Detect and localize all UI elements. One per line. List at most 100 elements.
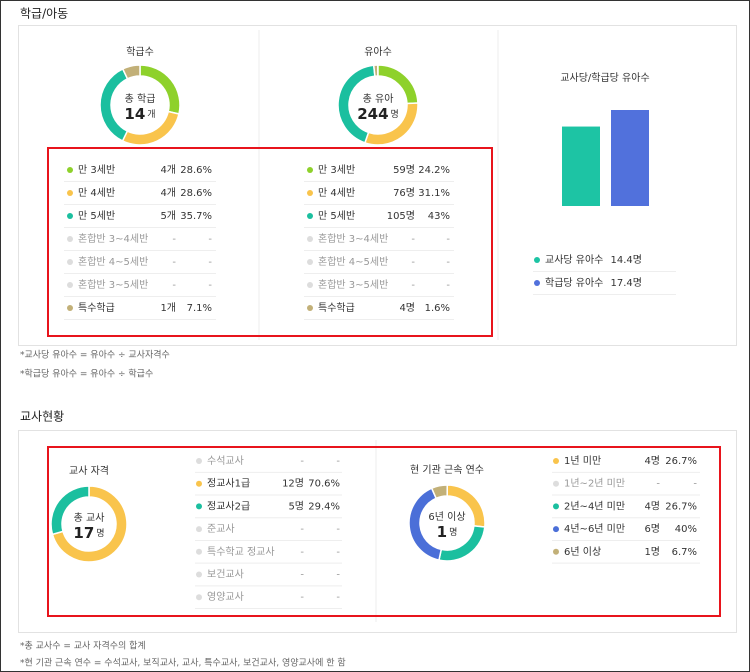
total-value: 1 — [437, 523, 447, 541]
section-title: 학급/아동 — [20, 7, 68, 21]
legend-dot — [307, 282, 313, 288]
row-label: 만 3세반 — [78, 164, 115, 176]
row-label: 정교사1급 — [207, 478, 250, 490]
row-count: - — [172, 234, 176, 245]
footnote: *학급당 유아수 = 유아수 ÷ 학급수 — [20, 369, 153, 380]
legend-dot — [307, 259, 313, 265]
legend-dot — [196, 480, 202, 487]
legend-dot — [307, 167, 313, 173]
donut-center-label: 총 학급 — [125, 93, 156, 105]
row-count: 76명 — [393, 187, 415, 199]
legend-dot — [67, 282, 73, 288]
row-label: 혼합반 3~5세반 — [78, 278, 148, 291]
donut-title: 현 기관 근속 연수 — [410, 464, 484, 476]
row-percent: - — [208, 257, 212, 268]
legend-dot — [67, 305, 73, 311]
legend-value: 17.4명 — [611, 277, 642, 289]
legend-dot — [307, 305, 313, 311]
row-count: - — [300, 524, 304, 535]
row-percent: 29.4% — [308, 501, 340, 512]
donut-segment — [430, 484, 448, 500]
row-count: - — [300, 570, 304, 581]
row-percent: - — [446, 257, 450, 268]
legend-dot — [196, 571, 202, 578]
row-label: 만 5세반 — [78, 210, 115, 222]
row-count: 5명 — [288, 500, 304, 512]
row-count: 4개 — [160, 187, 176, 199]
row-count: 1명 — [644, 546, 660, 558]
row-percent: 28.6% — [180, 165, 212, 176]
row-count: - — [411, 257, 415, 268]
highlight-box — [47, 147, 493, 337]
row-count: - — [656, 479, 660, 490]
row-label: 특수학급 — [318, 302, 355, 314]
row-percent: - — [446, 234, 450, 245]
total-value: 17 — [73, 524, 94, 542]
total-unit: 명 — [391, 109, 399, 120]
row-label: 혼합반 3~4세반 — [318, 232, 388, 245]
row-percent: 1.6% — [425, 303, 450, 314]
row-count: 6명 — [644, 523, 660, 535]
row-count: 4명 — [399, 302, 415, 314]
donut-segment — [372, 64, 379, 77]
legend-dot — [196, 548, 202, 555]
row-label: 준교사 — [207, 523, 235, 535]
legend-dot — [67, 236, 73, 242]
legend-dot — [534, 280, 540, 286]
row-percent: - — [336, 524, 340, 535]
legend-dot — [67, 167, 73, 173]
legend-dot — [534, 257, 540, 263]
row-percent: - — [208, 280, 212, 291]
donut-segment — [121, 64, 141, 80]
row-percent: 35.7% — [180, 211, 212, 222]
row-percent: - — [693, 479, 697, 490]
bar — [611, 110, 649, 206]
row-percent: 6.7% — [672, 547, 697, 558]
row-count: - — [300, 547, 304, 558]
total-value: 14 — [124, 105, 145, 123]
donut-center-total: 244 명 — [357, 105, 399, 123]
highlight-box — [47, 446, 721, 617]
row-percent: - — [336, 592, 340, 603]
row-percent: 24.2% — [418, 165, 450, 176]
row-percent: 31.1% — [418, 188, 450, 199]
total-unit: 명 — [449, 527, 457, 538]
chart-title: 교사당/학급당 유아수 — [560, 72, 649, 84]
legend-label: 학급당 유아수 — [545, 277, 603, 289]
footnote: *총 교사수 = 교사 자격수의 합계 — [20, 640, 146, 652]
legend-dot — [67, 190, 73, 196]
total-unit: 명 — [96, 528, 104, 539]
legend-value: 14.4명 — [611, 254, 642, 266]
row-percent: - — [336, 456, 340, 467]
row-label: 만 3세반 — [318, 164, 355, 176]
row-label: 혼합반 4~5세반 — [318, 255, 388, 268]
legend-dot — [553, 458, 559, 464]
donut-center-label: 6년 이상 — [428, 511, 465, 523]
total-value: 244 — [357, 105, 388, 123]
row-label: 1년 미만 — [564, 455, 601, 467]
legend-label: 교사당 유아수 — [545, 254, 603, 266]
legend-dot — [553, 548, 559, 555]
legend-dot — [553, 480, 559, 487]
row-label: 6년 이상 — [564, 546, 601, 558]
donut-center-total: 17 명 — [73, 524, 104, 542]
row-label: 혼합반 3~5세반 — [318, 278, 388, 291]
legend-dot — [307, 190, 313, 196]
row-label: 1년~2년 미만 — [564, 478, 625, 490]
row-percent: 43% — [428, 211, 450, 222]
legend-dot — [67, 213, 73, 219]
donut-title: 유아수 — [364, 46, 392, 58]
row-label: 만 4세반 — [318, 187, 355, 199]
legend-dot — [553, 503, 559, 510]
row-label: 수석교사 — [207, 455, 244, 467]
panel — [18, 25, 737, 346]
bar — [562, 126, 600, 206]
footnote: *교사당 유아수 = 유아수 ÷ 교사자격수 — [20, 349, 170, 361]
row-count: - — [172, 280, 176, 291]
legend-dot — [553, 526, 559, 533]
donut-center-total: 14 개 — [124, 105, 155, 123]
row-count: 12명 — [282, 478, 304, 490]
row-label: 만 5세반 — [318, 210, 355, 222]
